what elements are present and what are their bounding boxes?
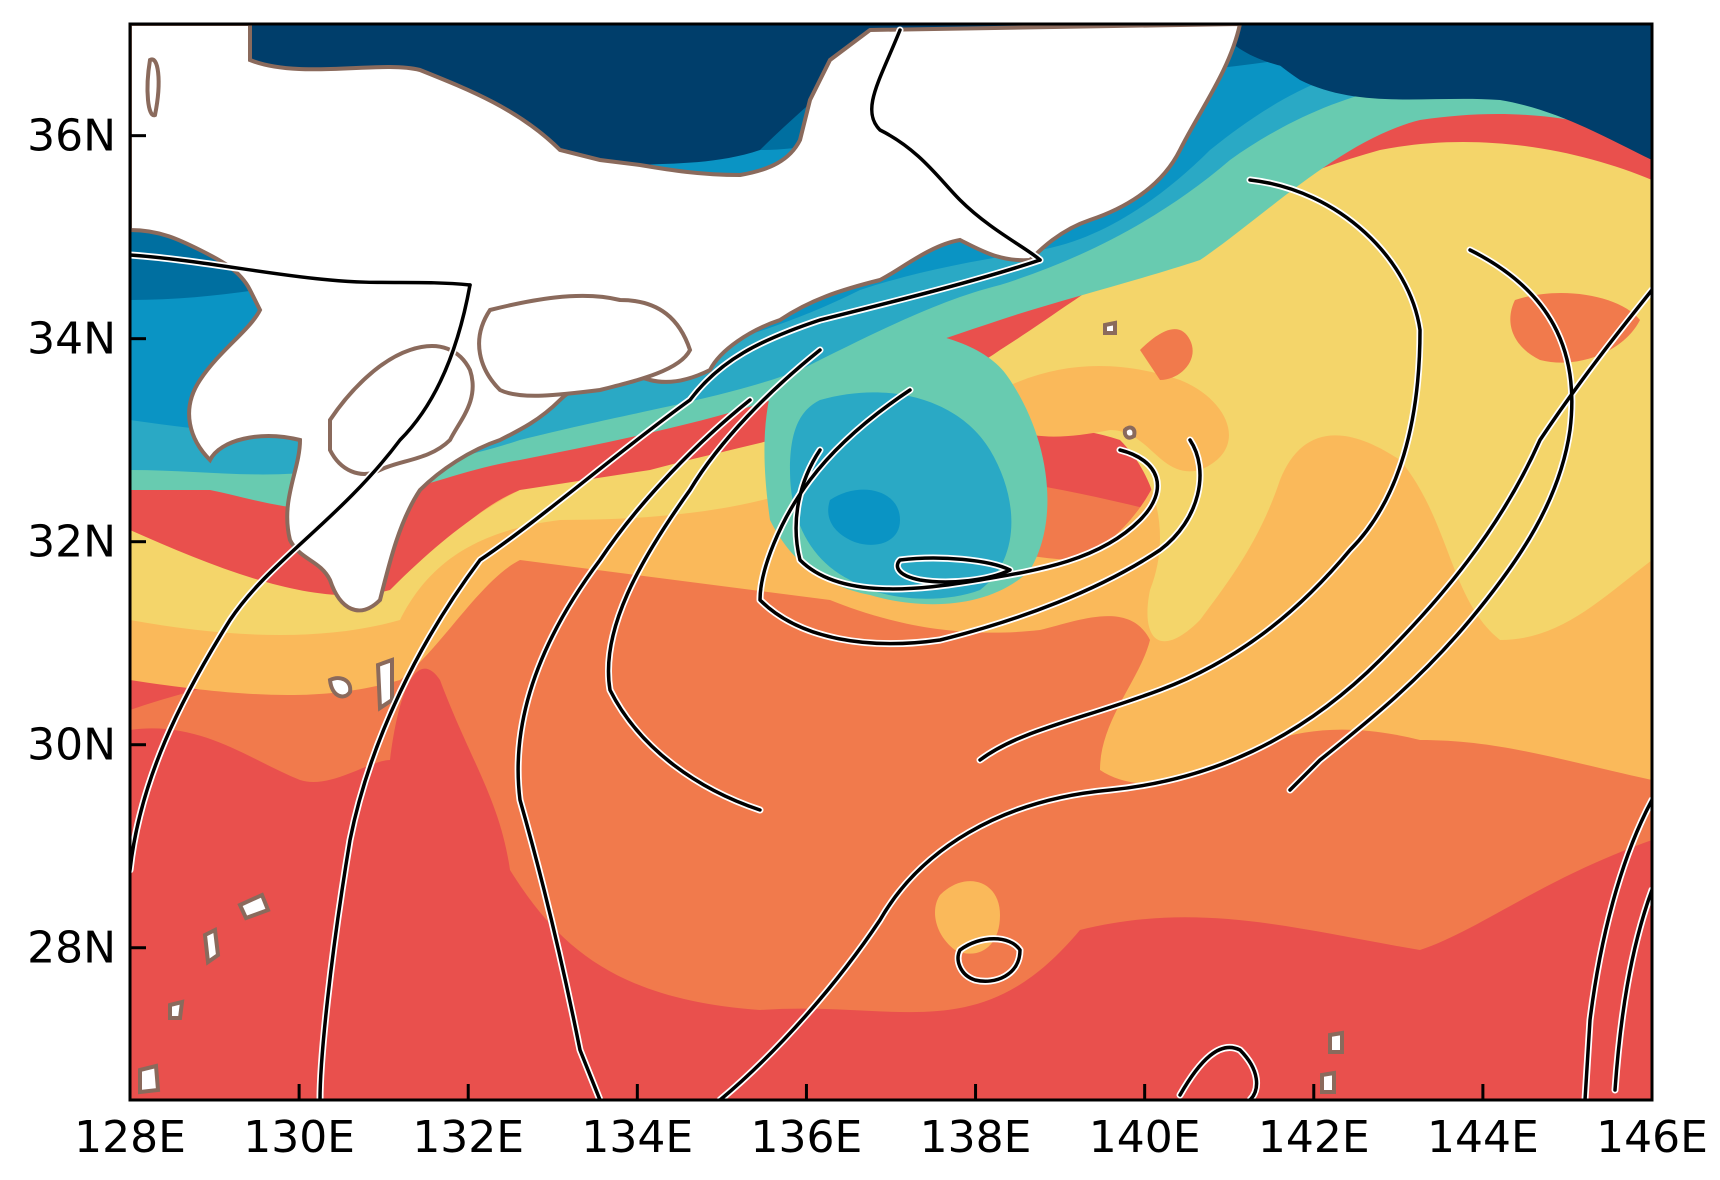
land-shikoku [477, 293, 693, 398]
island-izu-2 [1122, 425, 1137, 440]
contour-line [1613, 888, 1652, 1092]
x-tick-label: 138E [920, 1112, 1032, 1163]
contour-lines [130, 26, 1652, 1100]
shaded-field [130, 24, 1652, 1100]
island-aogashima [1320, 1070, 1336, 1094]
shade-level-1 [1240, 24, 1652, 160]
x-tick-label: 144E [1427, 1112, 1539, 1163]
x-tick-label: 130E [243, 1112, 355, 1163]
contour-line [956, 937, 1022, 983]
shade-level-7 [935, 881, 1000, 954]
y-tick-label: 32N [27, 517, 116, 568]
island-okinawa-2 [168, 999, 185, 1020]
contour-line [130, 253, 472, 287]
plot-frame [128, 22, 1654, 1102]
islands [138, 57, 1344, 1095]
y-tick-label: 28N [27, 923, 116, 974]
land [130, 24, 1344, 1095]
island-yakushima [327, 676, 353, 699]
contour-line [978, 178, 1422, 762]
shade-level-6 [130, 141, 1652, 642]
x-tick-label: 140E [1089, 1112, 1201, 1163]
x-tick-label: 132E [412, 1112, 524, 1163]
shade-level-7 [1000, 366, 1229, 472]
contour-line [130, 283, 472, 872]
shade-level-8 [1140, 329, 1193, 380]
y-axis: 36N 34N 32N 30N 28N [27, 111, 146, 974]
island-okinawa-1 [202, 926, 221, 966]
contour-line [606, 348, 822, 812]
contour-line [1288, 248, 1574, 792]
island-amami [237, 892, 271, 921]
contour-line [1583, 798, 1652, 1100]
contour-line [318, 258, 1042, 1100]
contour-line [718, 288, 1652, 1100]
shade-level-3 [828, 489, 900, 545]
contour-line [516, 398, 752, 1100]
island-sado [145, 57, 161, 118]
contour-line [870, 28, 1042, 262]
island-izu-1 [1103, 320, 1117, 335]
x-tick-label: 142E [1258, 1112, 1370, 1163]
contour-line [758, 388, 1202, 646]
contour-line [895, 556, 1012, 584]
y-tick-label: 36N [27, 111, 116, 162]
y-tick-label: 30N [27, 720, 116, 771]
island-hachijojima [1328, 1030, 1344, 1054]
land-honshu [130, 24, 1243, 613]
x-tick-label: 128E [74, 1112, 186, 1163]
x-tick-label: 136E [751, 1112, 863, 1163]
x-tick-label: 146E [1596, 1112, 1708, 1163]
island-okinawa-3 [138, 1063, 161, 1095]
island-tanegashima [375, 657, 394, 712]
y-tick-label: 34N [27, 314, 116, 365]
x-axis: 128E 130E 132E 134E 136E 138E 140E 142E 144E 146E [74, 1084, 1708, 1163]
contour-line [1178, 1045, 1259, 1100]
x-tick-label: 134E [581, 1112, 693, 1163]
